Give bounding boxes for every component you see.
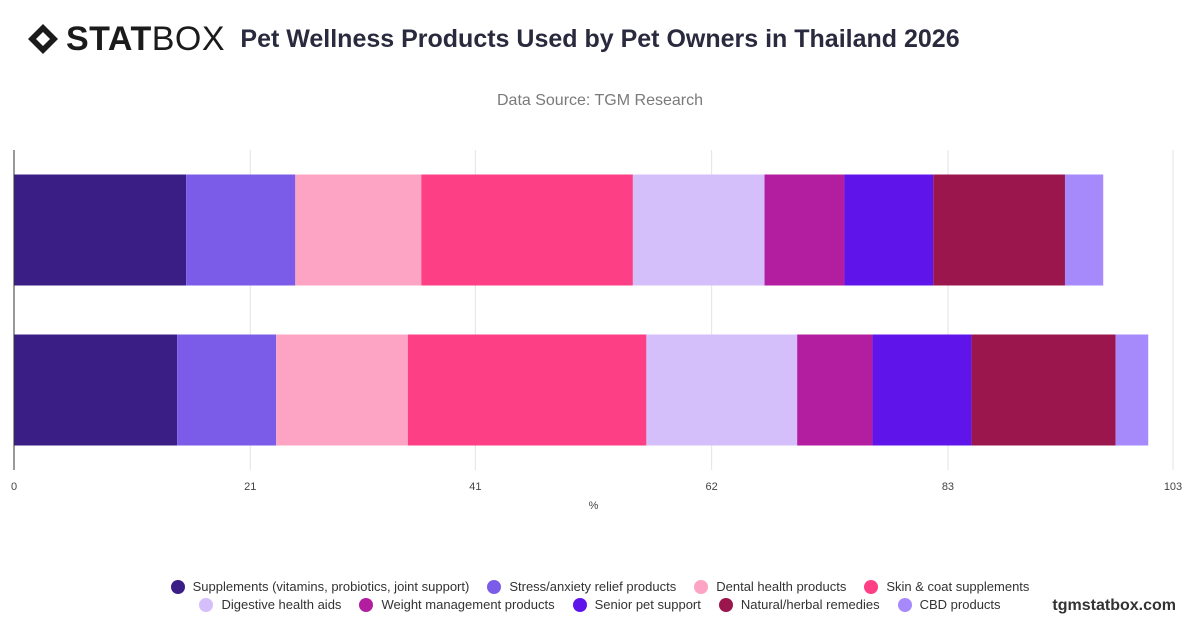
bar-segment bbox=[14, 334, 178, 446]
bar-segment bbox=[646, 334, 798, 446]
bar-segment bbox=[421, 174, 633, 286]
legend-label: CBD products bbox=[919, 597, 1001, 612]
bar-segment bbox=[295, 174, 422, 286]
statbox-logo: STATBOX bbox=[26, 22, 225, 56]
legend-swatch bbox=[864, 579, 879, 594]
legend-label: Senior pet support bbox=[594, 597, 701, 612]
logo-diamond-icon bbox=[28, 24, 58, 54]
bar-segment bbox=[1064, 174, 1104, 286]
legend-item[interactable]: Skin & coat supplements bbox=[864, 579, 1029, 594]
bar-segment bbox=[844, 174, 934, 286]
x-tick-label: 62 bbox=[706, 481, 718, 493]
watermark: tgmstatbox.com bbox=[1052, 597, 1176, 614]
bar-segment bbox=[933, 174, 1065, 286]
bar-segment bbox=[14, 174, 187, 286]
stacked-bar-chart: 0 21 41 62 83 103% bbox=[11, 150, 1182, 512]
legend-item[interactable]: Dental health products bbox=[694, 579, 846, 594]
legend-item[interactable]: CBD products bbox=[897, 597, 1001, 612]
legend-swatch bbox=[359, 597, 374, 612]
chart-subtitle: Data Source: TGM Research bbox=[496, 92, 703, 109]
bar-segment bbox=[632, 174, 765, 286]
bar-segment bbox=[1115, 334, 1149, 446]
x-tick-label: 41 bbox=[469, 481, 481, 493]
legend-swatch bbox=[694, 579, 709, 594]
legend-item[interactable]: Stress/anxiety relief products bbox=[487, 579, 676, 594]
legend-swatch bbox=[199, 597, 214, 612]
bar-segment bbox=[186, 174, 296, 286]
legend-swatch bbox=[897, 597, 912, 612]
legend-swatch bbox=[487, 579, 502, 594]
legend-label: Weight management products bbox=[381, 597, 555, 612]
legend-label: Dental health products bbox=[716, 579, 847, 594]
bar-segment bbox=[872, 334, 972, 446]
legend-item[interactable]: Senior pet support bbox=[572, 597, 701, 612]
bar-segment bbox=[971, 334, 1116, 446]
x-tick-label: 21 bbox=[244, 481, 256, 493]
legend-item[interactable]: Natural/herbal remedies bbox=[718, 597, 880, 612]
bar-segment bbox=[177, 334, 277, 446]
legend-item[interactable]: Supplements (vitamins, probiotics, joint… bbox=[170, 579, 470, 594]
legend-label: Natural/herbal remedies bbox=[740, 597, 880, 612]
legend-swatch bbox=[572, 597, 587, 612]
logo-text: STATBOX bbox=[66, 20, 226, 58]
legend-item[interactable]: Digestive health aids bbox=[199, 597, 341, 612]
x-tick-label: 0 bbox=[11, 481, 17, 493]
legend-item[interactable]: Weight management products bbox=[359, 597, 555, 612]
bar-segment bbox=[276, 334, 408, 446]
legend-label: Skin & coat supplements bbox=[886, 579, 1030, 594]
x-axis-label: % bbox=[589, 500, 599, 512]
bar-segment bbox=[407, 334, 647, 446]
legend-swatch bbox=[170, 579, 185, 594]
bar-segment bbox=[797, 334, 873, 446]
legend-label: Digestive health aids bbox=[221, 597, 342, 612]
legend-label: Stress/anxiety relief products bbox=[509, 579, 677, 594]
x-tick-label: 103 bbox=[1164, 481, 1182, 493]
chart-title: Pet Wellness Products Used by Pet Owners… bbox=[240, 25, 960, 53]
chart-legend: Supplements (vitamins, probiotics, joint… bbox=[100, 579, 1100, 612]
legend-swatch bbox=[718, 597, 733, 612]
x-tick-label: 83 bbox=[942, 481, 954, 493]
bar-segment bbox=[764, 174, 845, 286]
legend-label: Supplements (vitamins, probiotics, joint… bbox=[192, 579, 470, 594]
